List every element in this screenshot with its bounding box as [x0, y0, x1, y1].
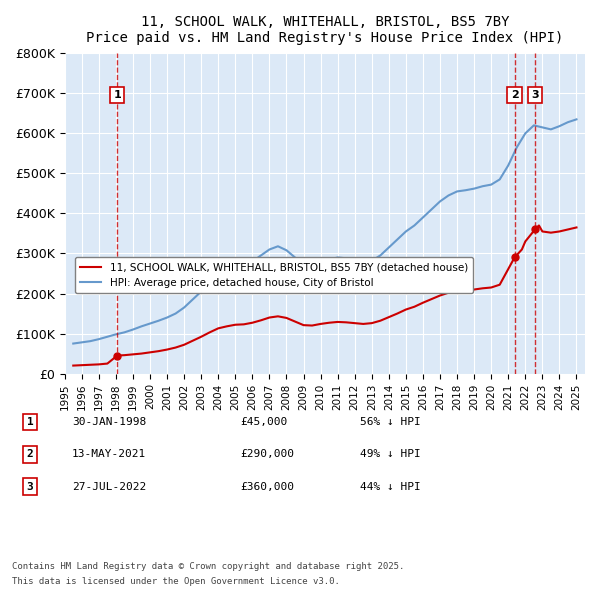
Text: 2: 2 — [26, 450, 34, 459]
Text: 44% ↓ HPI: 44% ↓ HPI — [360, 482, 421, 491]
Text: 27-JUL-2022: 27-JUL-2022 — [72, 482, 146, 491]
Text: This data is licensed under the Open Government Licence v3.0.: This data is licensed under the Open Gov… — [12, 576, 340, 586]
Text: 49% ↓ HPI: 49% ↓ HPI — [360, 450, 421, 459]
Text: 3: 3 — [531, 90, 539, 100]
Text: 13-MAY-2021: 13-MAY-2021 — [72, 450, 146, 459]
Text: 2: 2 — [511, 90, 518, 100]
Text: 30-JAN-1998: 30-JAN-1998 — [72, 417, 146, 427]
Text: 1: 1 — [26, 417, 34, 427]
Text: £360,000: £360,000 — [240, 482, 294, 491]
Text: Contains HM Land Registry data © Crown copyright and database right 2025.: Contains HM Land Registry data © Crown c… — [12, 562, 404, 571]
Legend: 11, SCHOOL WALK, WHITEHALL, BRISTOL, BS5 7BY (detached house), HPI: Average pric: 11, SCHOOL WALK, WHITEHALL, BRISTOL, BS5… — [75, 257, 473, 293]
Text: 3: 3 — [26, 482, 34, 491]
Text: 56% ↓ HPI: 56% ↓ HPI — [360, 417, 421, 427]
Text: £45,000: £45,000 — [240, 417, 287, 427]
Title: 11, SCHOOL WALK, WHITEHALL, BRISTOL, BS5 7BY
Price paid vs. HM Land Registry's H: 11, SCHOOL WALK, WHITEHALL, BRISTOL, BS5… — [86, 15, 563, 45]
Text: 1: 1 — [113, 90, 121, 100]
Text: £290,000: £290,000 — [240, 450, 294, 459]
